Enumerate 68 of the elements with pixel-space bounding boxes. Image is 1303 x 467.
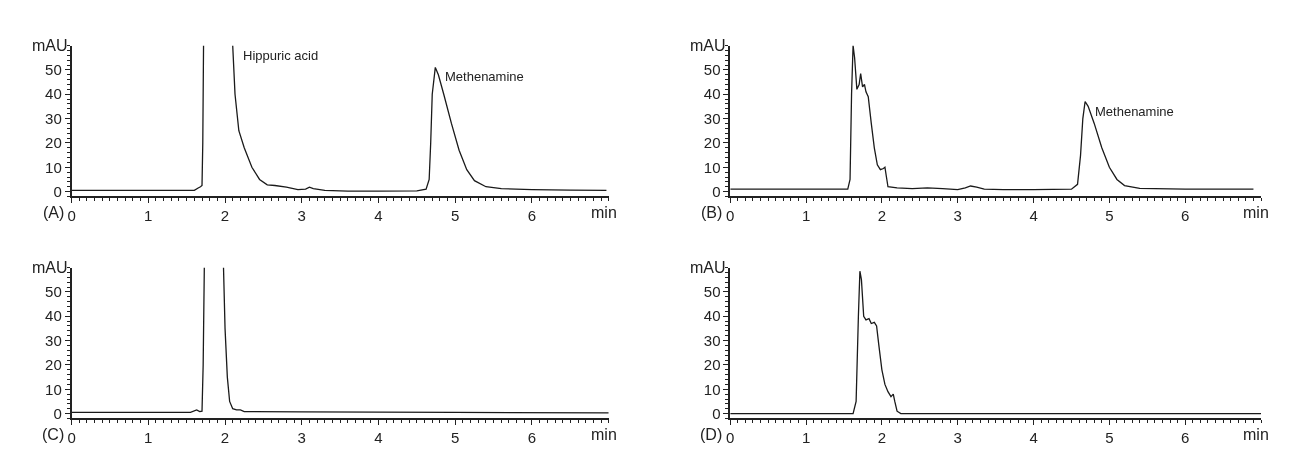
y-axis-title: mAU bbox=[690, 259, 726, 276]
x-tick-label: 5 bbox=[451, 429, 460, 447]
x-tick-label: 2 bbox=[220, 207, 230, 225]
y-tick-label: 10 bbox=[703, 158, 721, 176]
line-series bbox=[730, 270, 1262, 415]
y-tick-label: 30 bbox=[45, 109, 62, 127]
y-tick-label: 40 bbox=[45, 85, 62, 103]
x-tick-label: 1 bbox=[144, 207, 153, 225]
text: (D) bbox=[700, 426, 723, 443]
x-tick-label: 4 bbox=[374, 429, 383, 447]
y-tick-label: 20 bbox=[45, 134, 62, 152]
x-tick-label: 6 bbox=[1181, 207, 1190, 225]
y-tick-label: 20 bbox=[703, 134, 721, 152]
y-tick-label: 0 bbox=[53, 182, 62, 200]
annotation: Hippuric acid bbox=[243, 48, 319, 63]
x-tick-label: 4 bbox=[374, 207, 383, 225]
y-tick-label: 0 bbox=[53, 404, 62, 422]
x-tick-label: 0 bbox=[67, 429, 76, 447]
y-tick-label: 30 bbox=[45, 331, 62, 349]
x-tick-label: 3 bbox=[953, 429, 962, 447]
y-axis-title: mAU bbox=[32, 37, 68, 54]
x-tick-label: 2 bbox=[877, 207, 887, 225]
x-tick-label: 2 bbox=[877, 429, 887, 447]
x-axis-title: min bbox=[1243, 204, 1269, 221]
x-tick-label: 3 bbox=[953, 207, 962, 225]
x-axis-title: min bbox=[591, 204, 617, 221]
y-tick-label: 20 bbox=[703, 356, 721, 374]
y-tick-label: 50 bbox=[703, 61, 721, 79]
x-tick-label: 4 bbox=[1029, 429, 1038, 447]
x-tick-label: 5 bbox=[1105, 429, 1114, 447]
x-tick-label: 3 bbox=[297, 429, 306, 447]
y-tick-label: 20 bbox=[45, 356, 62, 374]
annotation: Methenamine bbox=[445, 69, 524, 84]
x-axis-title: min bbox=[591, 426, 617, 443]
y-tick-label: 10 bbox=[703, 380, 721, 398]
y-tick-label: 10 bbox=[45, 158, 62, 176]
x-tick-label: 4 bbox=[1029, 207, 1038, 225]
y-tick-label: 0 bbox=[712, 404, 721, 422]
y-tick-label: 40 bbox=[703, 85, 721, 103]
text: (C) bbox=[42, 426, 65, 443]
x-tick-label: 1 bbox=[801, 429, 811, 447]
annotation: Methenamine bbox=[1095, 104, 1174, 119]
y-axis-title: mAU bbox=[690, 37, 726, 54]
x-tick-label: 1 bbox=[801, 207, 811, 225]
x-tick-label: 5 bbox=[451, 207, 460, 225]
x-tick-label: 6 bbox=[527, 207, 537, 225]
y-tick-label: 30 bbox=[703, 331, 721, 349]
y-tick-label: 50 bbox=[45, 283, 62, 301]
y-tick-label: 50 bbox=[703, 283, 721, 301]
text: (A) bbox=[43, 204, 65, 221]
x-tick-label: 2 bbox=[220, 429, 230, 447]
x-tick-label: 0 bbox=[67, 207, 76, 225]
x-tick-label: 5 bbox=[1105, 207, 1114, 225]
y-axis-title: mAU bbox=[32, 259, 68, 276]
y-tick-label: 40 bbox=[703, 307, 721, 325]
x-axis-title: min bbox=[1243, 426, 1269, 443]
x-tick-label: 6 bbox=[1181, 429, 1190, 447]
y-tick-label: 40 bbox=[45, 307, 62, 325]
x-tick-label: 1 bbox=[144, 429, 153, 447]
x-tick-label: 0 bbox=[726, 207, 735, 225]
y-tick-label: 0 bbox=[712, 182, 721, 200]
y-tick-label: 30 bbox=[703, 109, 721, 127]
x-tick-label: 0 bbox=[726, 429, 735, 447]
x-tick-label: 3 bbox=[297, 207, 306, 225]
x-tick-label: 6 bbox=[527, 429, 537, 447]
y-tick-label: 50 bbox=[45, 61, 62, 79]
text: (B) bbox=[701, 204, 723, 221]
y-tick-label: 10 bbox=[45, 380, 62, 398]
